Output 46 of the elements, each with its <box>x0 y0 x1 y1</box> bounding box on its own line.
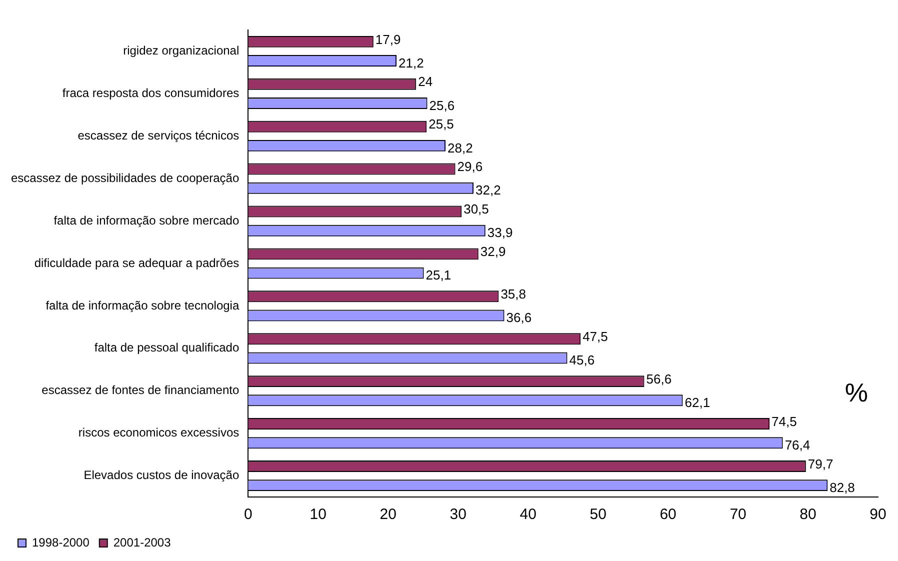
y-tick-label: Elevados custos de inovação <box>84 468 240 482</box>
data-label: 35,8 <box>500 286 526 302</box>
data-label: 25,1 <box>426 268 452 283</box>
x-tick-label: 0 <box>244 506 252 524</box>
x-tick-label: 60 <box>660 506 676 524</box>
x-tick-label: 10 <box>310 506 326 524</box>
y-tick-label: dificuldade para se adequar a padrões <box>34 256 240 270</box>
data-label: 36,6 <box>506 310 532 326</box>
legend-label: 1998-2000 <box>32 535 90 550</box>
data-label: 76,4 <box>784 437 810 452</box>
data-label: 29,6 <box>457 159 483 174</box>
data-label: 24 <box>418 74 433 90</box>
x-tick-label: 80 <box>800 506 816 524</box>
data-label: 74,5 <box>772 414 797 429</box>
data-label: 32,9 <box>480 244 506 260</box>
data-label: 21,2 <box>398 55 424 70</box>
y-tick-label: escassez de serviços técnicos <box>78 128 240 142</box>
legend-label: 2001-2003 <box>113 535 172 550</box>
x-tick-label: 20 <box>380 506 396 524</box>
x-tick-label: 70 <box>730 506 746 524</box>
y-tick-label: falta de informação sobre tecnologia <box>46 298 240 312</box>
data-label: 33,9 <box>487 225 513 240</box>
annotation: % <box>844 377 868 408</box>
y-tick-label: falta de informação sobre mercado <box>54 213 240 228</box>
data-label: 17,9 <box>375 32 401 47</box>
data-label: 47,5 <box>582 328 608 344</box>
data-label: 32,2 <box>475 182 501 198</box>
y-tick-label: escassez de fontes de financiamento <box>42 383 240 398</box>
data-label: 28,2 <box>448 140 473 156</box>
data-label: 25,5 <box>428 116 454 132</box>
x-tick-label: 40 <box>520 506 536 524</box>
x-tick-label: 90 <box>870 506 886 524</box>
data-label: 25,6 <box>429 98 455 113</box>
y-tick-label: escassez de possibilidades de cooperação <box>10 170 240 185</box>
x-tick-label: 50 <box>590 506 606 524</box>
y-tick-label: rigidez organizacional <box>123 44 240 58</box>
data-label: 56,6 <box>646 371 672 386</box>
data-label: 62,1 <box>684 394 710 410</box>
y-tick-label: fraca resposta dos consumidores <box>62 86 240 100</box>
data-label: 30,5 <box>464 202 489 217</box>
x-tick-label: 30 <box>450 506 466 524</box>
y-tick-label: falta de pessoal qualificado <box>94 340 240 355</box>
data-label: 45,6 <box>569 352 595 368</box>
data-label: 79,7 <box>808 456 834 472</box>
y-tick-label: riscos economicos excessivos <box>78 426 240 440</box>
data-label: 82,8 <box>830 480 855 495</box>
